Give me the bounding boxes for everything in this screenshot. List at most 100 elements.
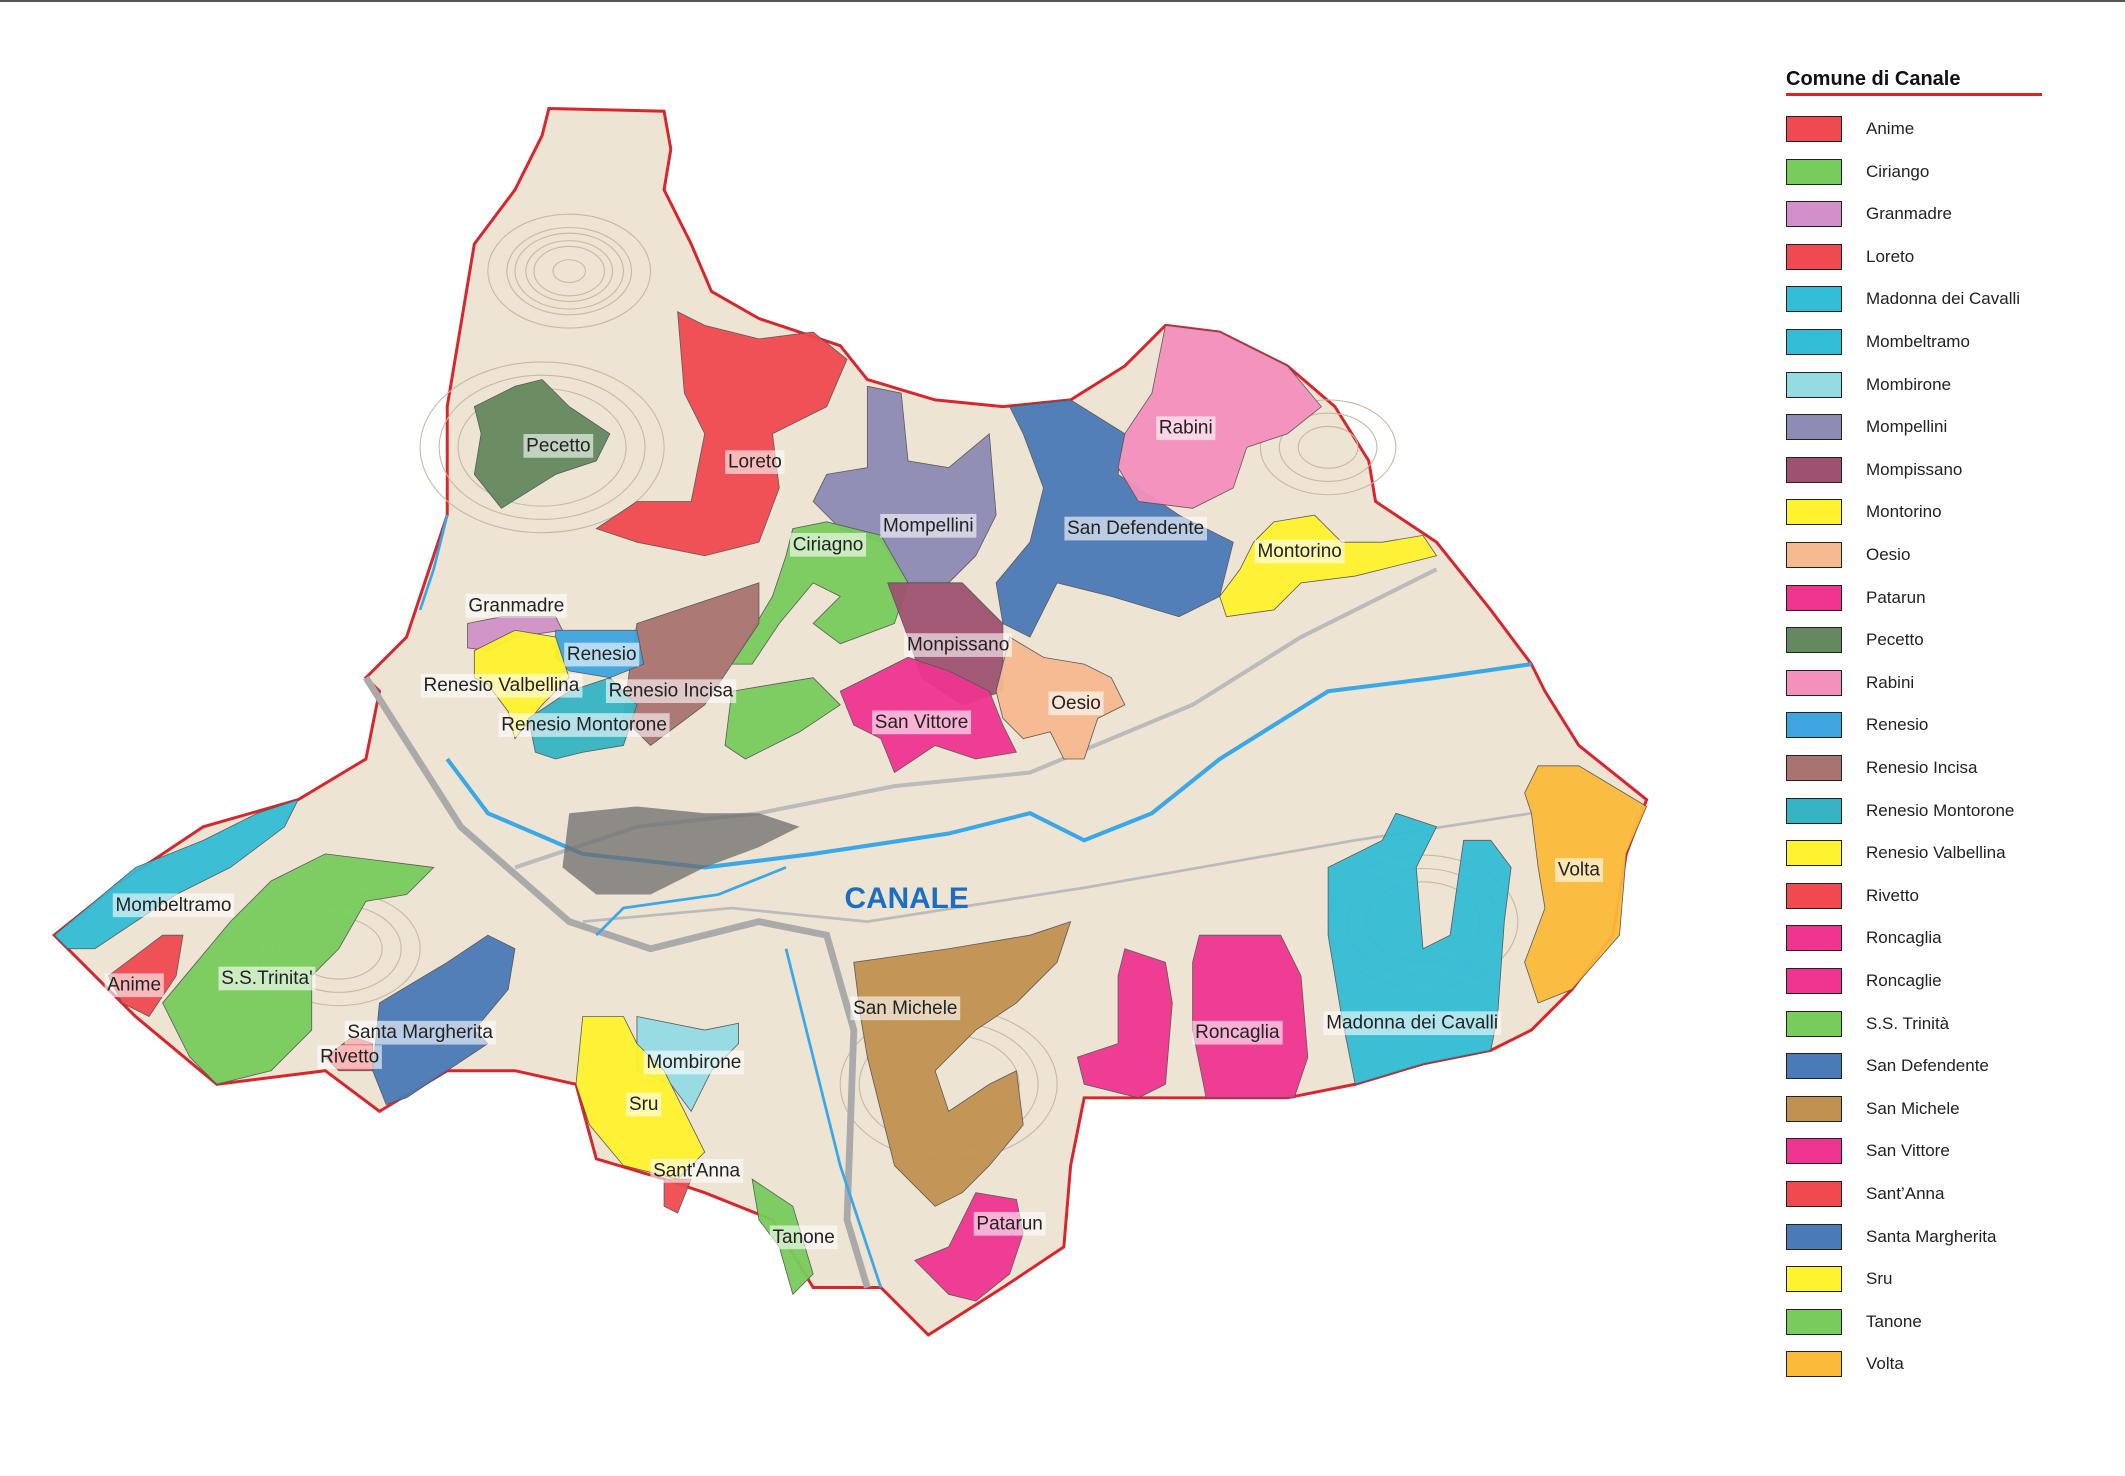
legend-title: Comune di Canale bbox=[1786, 68, 2042, 96]
contour-line bbox=[506, 226, 633, 316]
map-label: Montorino bbox=[1257, 541, 1341, 562]
region-roncaglie[interactable] bbox=[1192, 934, 1309, 1099]
legend-label: Ciriango bbox=[1866, 161, 1930, 181]
map-label-background bbox=[850, 996, 961, 1021]
legend-swatch bbox=[1786, 1138, 1842, 1165]
region-ciriango[interactable] bbox=[724, 677, 841, 760]
legend-label: San Michele bbox=[1866, 1098, 1960, 1118]
legend-label: Sant’Anna bbox=[1866, 1184, 1945, 1203]
legend-label: Sru bbox=[1866, 1269, 1893, 1289]
region-sant-anna[interactable] bbox=[663, 1178, 692, 1214]
map-label: Sru bbox=[629, 1094, 659, 1115]
map-label-background bbox=[523, 434, 594, 458]
legend-label: Roncaglia bbox=[1866, 928, 1942, 948]
legend-item: San Vittore bbox=[1786, 1137, 1950, 1165]
map-label: Roncaglia bbox=[1195, 1022, 1280, 1043]
map-label-background bbox=[1048, 691, 1104, 716]
map-label-background bbox=[605, 679, 737, 704]
legend-item: Renesio Incisa bbox=[1786, 754, 1978, 782]
legend-swatch bbox=[1786, 1308, 1842, 1335]
legend-swatch bbox=[1786, 584, 1842, 611]
top-border-line bbox=[0, 0, 2125, 2]
legend-item: Mombeltramo bbox=[1786, 328, 1970, 356]
legend-label: Renesio bbox=[1866, 715, 1929, 735]
map-label: Mompellini bbox=[883, 515, 974, 536]
legend-label: Renesio Incisa bbox=[1866, 758, 1978, 777]
legend-label: Granmadre bbox=[1866, 204, 1952, 224]
map-label: Oesio bbox=[1051, 693, 1101, 714]
map-label: Renesio Incisa bbox=[609, 681, 734, 702]
legend-label: San Vittore bbox=[1866, 1141, 1950, 1161]
map-labels: Pecetto Loreto Ciriagno Mompellini San Defen… bbox=[104, 416, 1604, 1250]
legend-label: Madonna dei Cavalli bbox=[1866, 289, 2021, 309]
contour-line bbox=[419, 361, 665, 534]
legend-swatch bbox=[1786, 1223, 1842, 1250]
map-label: Renesio bbox=[567, 644, 637, 665]
legend-item: Tanone bbox=[1786, 1308, 1922, 1336]
legend-label: Santa Margherita bbox=[1866, 1226, 1997, 1246]
map-label-background bbox=[1064, 516, 1207, 541]
map-label: Anime bbox=[107, 975, 161, 996]
legend-label: Rivetto bbox=[1866, 885, 1919, 905]
legend-item: Volta bbox=[1786, 1350, 1904, 1378]
legend-swatch bbox=[1786, 755, 1842, 781]
map-label: Patarun bbox=[976, 1213, 1042, 1234]
legend-item: Madonna dei Cavalli bbox=[1786, 285, 2020, 313]
legend-item: Granmadre bbox=[1786, 200, 1952, 228]
region-volta[interactable] bbox=[1524, 765, 1648, 1004]
legend-item: Anime bbox=[1786, 115, 1914, 143]
legend-swatch bbox=[1786, 158, 1842, 185]
region-madonna-dei-cavalli[interactable] bbox=[1327, 812, 1512, 1085]
region-roncaglia[interactable] bbox=[1076, 948, 1173, 1099]
map-label: Pecetto bbox=[526, 435, 590, 456]
legend-item: Roncaglia bbox=[1786, 924, 1942, 952]
legend-swatch bbox=[1786, 371, 1842, 398]
map-label-background bbox=[904, 633, 1012, 657]
contour-line bbox=[1259, 399, 1397, 496]
legend-item: Renesio bbox=[1786, 711, 1928, 739]
region-san-michele[interactable] bbox=[853, 920, 1072, 1207]
legend-item: Rabini bbox=[1786, 669, 1914, 697]
legend-item: Mombirone bbox=[1786, 371, 1951, 399]
legend-label: Renesio Valbellina bbox=[1866, 843, 2006, 863]
legend-label: Mompellini bbox=[1866, 417, 1948, 437]
map-label-background bbox=[465, 593, 568, 618]
legend-item: Mompissano bbox=[1786, 456, 1962, 484]
map-label-background bbox=[880, 513, 977, 538]
region-loreto[interactable] bbox=[595, 311, 848, 557]
legend-swatch bbox=[1786, 840, 1842, 867]
legend-swatch bbox=[1786, 1053, 1842, 1080]
map-label: Rabini bbox=[1159, 418, 1213, 439]
legend-item: S.S. Trinità bbox=[1786, 1010, 1949, 1038]
map-label: Granmadre bbox=[468, 595, 564, 616]
legend-swatch bbox=[1786, 882, 1842, 909]
legend-swatch bbox=[1786, 116, 1842, 142]
legend-swatch bbox=[1786, 968, 1842, 994]
map-label-background bbox=[1254, 539, 1345, 564]
contour-line bbox=[533, 245, 605, 297]
legend-swatch bbox=[1786, 1010, 1842, 1037]
map-label-background bbox=[112, 893, 235, 918]
contour-line bbox=[525, 240, 614, 303]
legend-label: Patarun bbox=[1866, 587, 1926, 607]
region-rabini[interactable] bbox=[1117, 324, 1322, 509]
map-label-background bbox=[790, 532, 867, 557]
legend-swatch bbox=[1786, 286, 1842, 313]
map-label: Renesio Valbellina bbox=[424, 675, 580, 696]
legend-swatch bbox=[1786, 925, 1842, 952]
map-label-background bbox=[218, 966, 316, 991]
map-label-background bbox=[1555, 858, 1604, 882]
legend-swatch bbox=[1786, 627, 1842, 654]
legend-label: Mombeltramo bbox=[1866, 332, 1970, 351]
legend-label: S.S. Trinità bbox=[1866, 1013, 1950, 1033]
map-label: Sant'Anna bbox=[653, 1160, 740, 1181]
map-label-background bbox=[420, 673, 583, 698]
map-label: San Michele bbox=[853, 998, 957, 1019]
legend-item: Roncaglie bbox=[1786, 967, 1942, 995]
map-label: Mombeltramo bbox=[115, 895, 231, 916]
legend-swatch bbox=[1786, 797, 1842, 824]
contour-line bbox=[438, 374, 646, 520]
map-label-background bbox=[498, 713, 670, 737]
legend: Comune di Canale Anime Ciriango Granmadre L… bbox=[1786, 68, 2046, 1378]
legend-label: Loreto bbox=[1866, 246, 1915, 266]
